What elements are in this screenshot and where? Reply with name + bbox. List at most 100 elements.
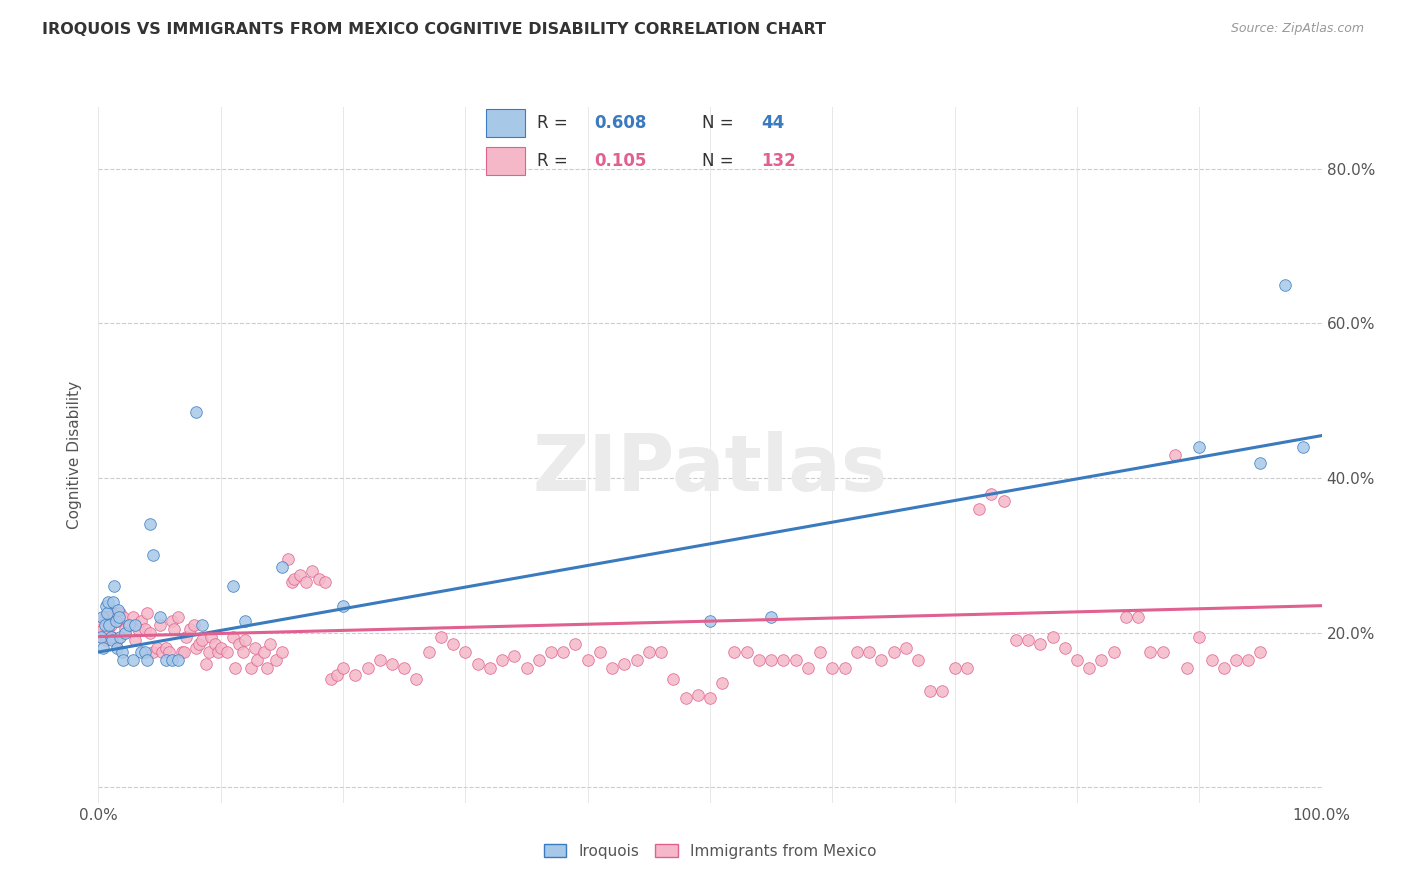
Point <box>515 660 537 674</box>
Point <box>356 660 378 674</box>
Bar <box>486 109 526 136</box>
Point <box>1164 448 1187 462</box>
Point <box>295 575 318 590</box>
Point <box>699 691 721 706</box>
Point <box>197 645 219 659</box>
Point <box>1152 645 1174 659</box>
Point <box>1128 610 1150 624</box>
Point <box>1188 440 1211 454</box>
Point <box>129 645 152 659</box>
Point <box>224 660 246 674</box>
Point <box>626 653 648 667</box>
Point <box>91 622 114 636</box>
Point <box>540 645 562 659</box>
Point <box>142 549 165 563</box>
Point <box>252 645 274 659</box>
Point <box>1004 633 1026 648</box>
Point <box>418 645 440 659</box>
Point <box>907 653 929 667</box>
Point <box>129 614 152 628</box>
Point <box>228 637 250 651</box>
Point <box>170 645 193 659</box>
Text: 0.105: 0.105 <box>595 152 647 169</box>
Point <box>711 676 734 690</box>
Point <box>332 660 354 674</box>
Point <box>686 688 709 702</box>
Point <box>280 575 302 590</box>
Point <box>91 610 114 624</box>
Point <box>98 607 121 621</box>
Point <box>392 660 416 674</box>
Point <box>91 641 114 656</box>
Text: R =: R = <box>537 114 568 132</box>
Point <box>381 657 404 671</box>
Point <box>1212 660 1234 674</box>
Point <box>160 614 183 628</box>
Point <box>1078 660 1101 674</box>
Point <box>155 653 177 667</box>
Point <box>1102 645 1125 659</box>
Point <box>527 653 550 667</box>
Point <box>187 637 209 651</box>
Point <box>136 653 159 667</box>
Point <box>110 607 132 621</box>
Point <box>105 641 128 656</box>
Point <box>920 683 942 698</box>
Point <box>105 633 128 648</box>
Point <box>97 622 120 636</box>
Point <box>107 602 129 616</box>
Point <box>103 579 125 593</box>
Point <box>149 618 172 632</box>
Point <box>232 645 254 659</box>
Point <box>797 660 820 674</box>
Point <box>870 653 893 667</box>
Point <box>761 653 783 667</box>
Point <box>785 653 807 667</box>
Point <box>662 672 685 686</box>
Point <box>124 633 146 648</box>
Point <box>1017 633 1039 648</box>
Text: N =: N = <box>703 152 734 169</box>
Point <box>108 610 131 624</box>
Point <box>301 564 323 578</box>
Point <box>467 657 489 671</box>
Point <box>179 622 201 636</box>
Point <box>186 641 208 656</box>
Point <box>454 645 477 659</box>
Point <box>233 614 256 628</box>
Point <box>1188 630 1211 644</box>
Point <box>215 645 238 659</box>
Point <box>101 607 124 621</box>
Point <box>240 660 263 674</box>
Point <box>980 486 1002 500</box>
Text: Source: ZipAtlas.com: Source: ZipAtlas.com <box>1230 22 1364 36</box>
Point <box>191 618 214 632</box>
Point <box>1249 645 1271 659</box>
Point <box>834 660 856 674</box>
Y-axis label: Cognitive Disability: Cognitive Disability <box>67 381 83 529</box>
Point <box>675 691 697 706</box>
Point <box>332 599 354 613</box>
Point <box>270 645 294 659</box>
Point <box>124 618 146 632</box>
Point <box>326 668 349 682</box>
Point <box>134 622 156 636</box>
Point <box>503 648 526 663</box>
Point <box>600 660 623 674</box>
Point <box>155 641 177 656</box>
Point <box>209 641 232 656</box>
Point <box>101 633 124 648</box>
Point <box>104 614 127 628</box>
Point <box>430 630 453 644</box>
Point <box>127 622 149 636</box>
Text: R =: R = <box>537 152 568 169</box>
Point <box>290 567 312 582</box>
Point <box>195 657 218 671</box>
Point <box>157 645 180 659</box>
Point <box>1115 610 1137 624</box>
Point <box>222 579 245 593</box>
Text: 0.608: 0.608 <box>595 114 647 132</box>
Point <box>1139 645 1161 659</box>
Point <box>233 633 256 648</box>
Point <box>167 610 190 624</box>
